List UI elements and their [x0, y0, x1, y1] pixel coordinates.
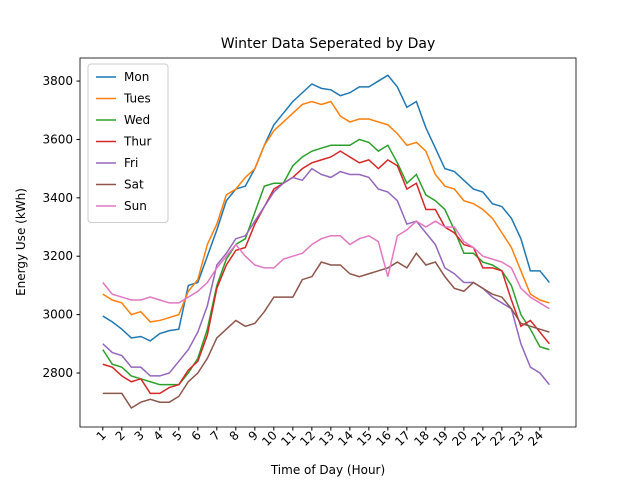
line-series [102, 100, 550, 323]
legend-label: Mon [124, 70, 149, 84]
legend-box [87, 63, 169, 223]
chart-title: Winter Data Seperated by Day [221, 36, 436, 52]
y-axis-label: Energy Use (kWh) [14, 188, 28, 296]
y-tick-label: 3000 [42, 308, 73, 322]
legend-label: Thur [123, 135, 152, 149]
y-tick-label: 2800 [42, 366, 73, 380]
line-series [102, 220, 550, 310]
y-tick-label: 3200 [42, 249, 73, 263]
x-axis-label: Time of Day (Hour) [270, 463, 385, 477]
legend-label: Fri [124, 156, 138, 170]
legend-label: Sun [124, 199, 147, 213]
plot-frame [79, 57, 577, 428]
y-tick-label: 3400 [42, 191, 73, 205]
y-tick-label: 3800 [42, 74, 73, 88]
line-series [102, 150, 550, 395]
y-tick-label: 3600 [42, 132, 73, 146]
legend-label: Wed [124, 113, 150, 127]
legend-label: Sat [124, 178, 144, 192]
line-series [102, 74, 550, 342]
line-series [102, 252, 550, 410]
legend-label: Tues [123, 92, 151, 106]
